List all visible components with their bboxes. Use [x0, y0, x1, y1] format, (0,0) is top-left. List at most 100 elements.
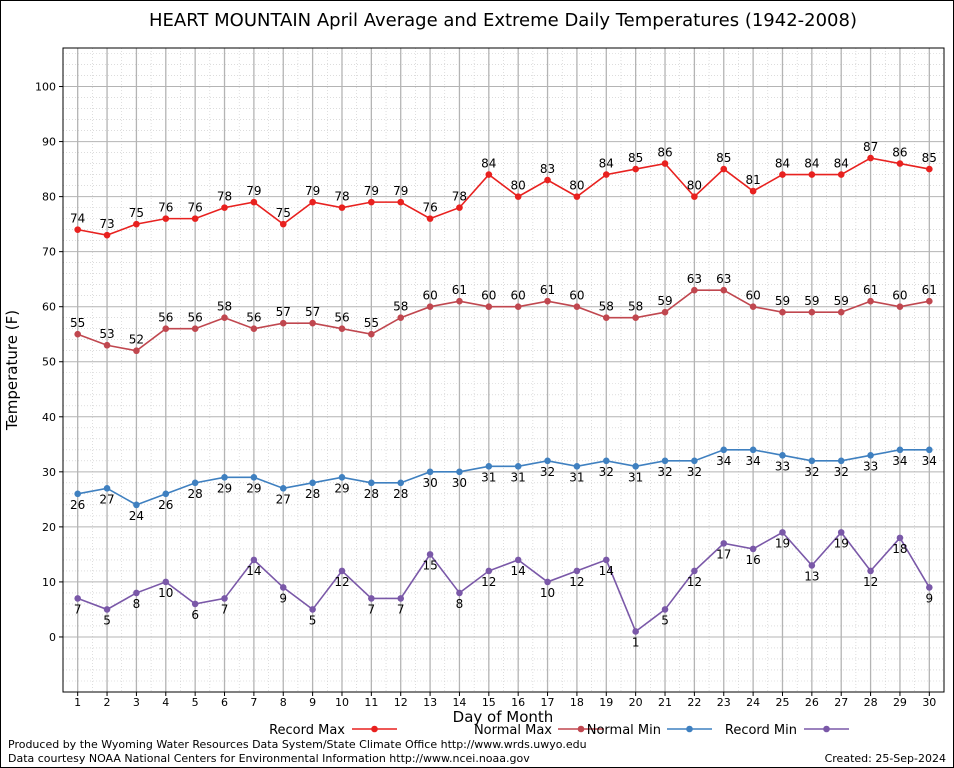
data-point — [602, 556, 610, 564]
data-point — [162, 325, 170, 333]
data-label: 6 — [191, 608, 199, 622]
y-tick-label: 0 — [49, 631, 56, 644]
data-label: 29 — [246, 481, 261, 495]
data-point — [808, 562, 816, 569]
data-label: 80 — [687, 179, 702, 193]
data-point — [749, 303, 757, 311]
data-label: 52 — [129, 333, 144, 347]
data-label: 9 — [279, 591, 287, 605]
data-point — [749, 187, 757, 195]
data-point — [837, 457, 845, 465]
data-label: 59 — [804, 294, 819, 308]
series-normal-max: 55 53 52 56 56 58 56 57 57 56 55 58 60 61 60 60 61 60 58 58… — [70, 272, 937, 355]
data-point — [779, 452, 786, 459]
data-point — [103, 341, 111, 349]
data-label: 5 — [103, 613, 111, 627]
data-label: 29 — [217, 481, 232, 495]
x-tick-label: 14 — [452, 696, 466, 709]
data-label: 56 — [188, 311, 203, 325]
x-tick-label: 24 — [746, 696, 760, 709]
y-tick-label: 80 — [42, 191, 56, 204]
data-point — [779, 308, 786, 316]
data-label: 84 — [834, 157, 849, 171]
data-point — [309, 479, 316, 487]
data-point — [926, 297, 933, 305]
series-record-max: 74 73 75 76 76 78 79 75 79 78 79 79 76 78 84 80 83 80 84 85… — [70, 140, 937, 239]
data-point — [133, 589, 140, 597]
data-point — [544, 457, 551, 465]
data-label: 10 — [540, 586, 555, 600]
data-point — [191, 600, 199, 608]
x-tick-label: 11 — [364, 696, 378, 709]
data-label: 16 — [745, 553, 760, 567]
data-label: 55 — [70, 316, 85, 330]
data-label: 79 — [364, 184, 379, 198]
data-point — [720, 446, 728, 454]
data-label: 8 — [133, 597, 141, 611]
data-point — [191, 479, 199, 487]
y-tick-label: 40 — [42, 411, 56, 424]
data-point — [573, 567, 581, 575]
data-point — [661, 160, 669, 167]
y-tick-label: 30 — [42, 466, 56, 479]
data-label: 1 — [632, 635, 640, 649]
y-tick-label: 10 — [42, 576, 56, 589]
data-label: 34 — [745, 454, 760, 468]
data-point — [309, 198, 316, 206]
data-label: 57 — [305, 305, 320, 319]
data-label: 31 — [628, 470, 643, 484]
x-tick-label: 15 — [482, 696, 496, 709]
data-label: 32 — [834, 465, 849, 479]
data-label: 61 — [452, 283, 467, 297]
data-label: 87 — [863, 140, 878, 154]
data-point — [368, 595, 375, 602]
x-tick-label: 2 — [104, 696, 111, 709]
data-point — [250, 198, 258, 206]
data-label: 74 — [70, 212, 85, 226]
data-label: 73 — [99, 217, 114, 231]
data-point — [514, 193, 522, 200]
data-point — [485, 303, 493, 311]
data-point — [632, 314, 639, 322]
footer-created-date: Created: 25-Sep-2024 — [824, 752, 946, 765]
data-point — [544, 297, 551, 305]
data-point — [221, 204, 228, 211]
data-label: 29 — [334, 481, 349, 495]
data-label: 31 — [511, 470, 526, 484]
data-label: 33 — [863, 459, 878, 473]
data-point — [133, 220, 140, 228]
data-point — [808, 457, 816, 465]
data-label: 60 — [569, 289, 584, 303]
data-point — [573, 193, 581, 200]
data-label: 78 — [217, 190, 232, 204]
data-label: 34 — [892, 454, 907, 468]
data-point — [867, 452, 874, 459]
x-tick-label: 13 — [423, 696, 437, 709]
data-label: 59 — [834, 294, 849, 308]
data-label: 76 — [158, 201, 173, 215]
x-tick-label: 16 — [511, 696, 525, 709]
legend-item: Normal Min — [587, 723, 712, 738]
data-point — [485, 171, 493, 178]
data-label: 60 — [481, 289, 496, 303]
data-point — [808, 171, 816, 178]
data-point — [661, 457, 669, 465]
data-label: 28 — [305, 487, 320, 501]
x-tick-label: 26 — [805, 696, 819, 709]
data-point — [162, 215, 170, 222]
data-label: 34 — [922, 454, 937, 468]
data-label: 79 — [393, 184, 408, 198]
data-point — [221, 595, 228, 602]
legend-swatch-marker — [371, 725, 378, 733]
data-point — [720, 286, 728, 294]
y-tick-label: 70 — [42, 246, 56, 259]
data-point — [867, 154, 874, 162]
data-point — [691, 567, 698, 575]
data-point — [338, 567, 346, 575]
y-tick-label: 90 — [42, 136, 56, 149]
data-label: 63 — [716, 272, 731, 286]
data-label: 60 — [745, 289, 760, 303]
data-point — [661, 308, 669, 316]
data-label: 76 — [188, 201, 203, 215]
legend-label: Record Min — [725, 723, 797, 738]
